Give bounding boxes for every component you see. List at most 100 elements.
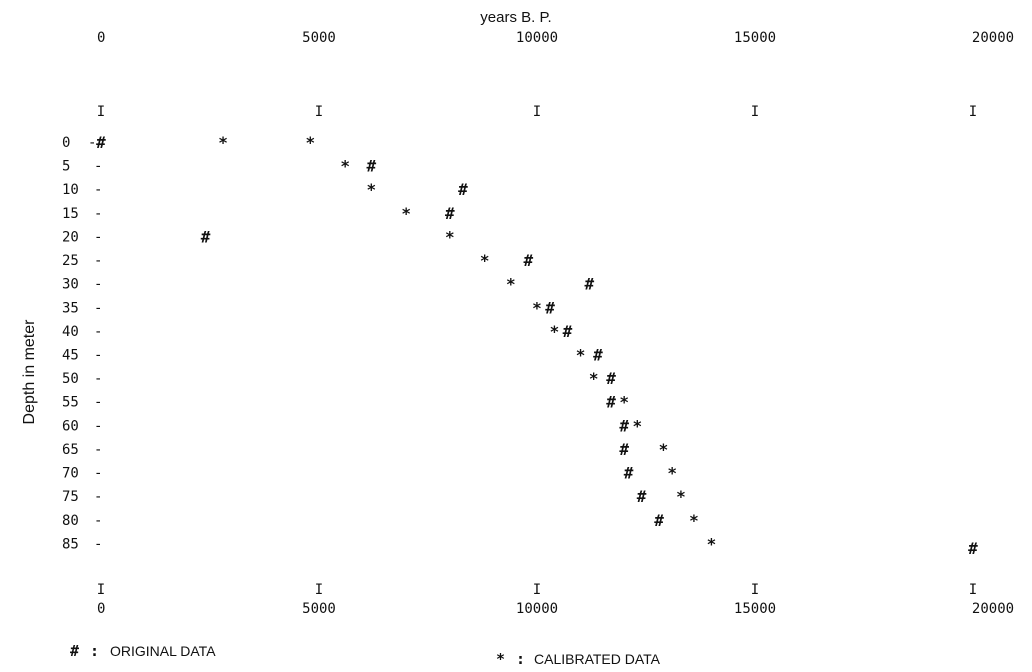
- data-point-calibrated: *: [707, 534, 717, 553]
- y-tick-label: 30: [62, 277, 79, 293]
- y-tick-label: 5: [62, 159, 70, 175]
- y-tick-label: 20: [62, 229, 79, 245]
- y-tick-label: 55: [62, 395, 79, 411]
- data-point-calibrated: *: [532, 298, 542, 317]
- data-point-calibrated: *: [340, 157, 350, 176]
- data-point-original: #: [523, 251, 533, 270]
- y-tick-mark: -: [94, 395, 102, 411]
- x-tick-label-bottom: 0: [97, 601, 105, 617]
- y-tick-label: 35: [62, 300, 79, 316]
- y-tick-label: 65: [62, 442, 79, 458]
- y-tick-mark: -: [94, 536, 102, 552]
- y-tick-label: 80: [62, 513, 79, 529]
- x-tick-mark-top: I: [969, 104, 977, 120]
- x-tick-label-top: 20000: [972, 30, 1014, 46]
- y-axis-label: Depth in meter: [21, 319, 38, 425]
- data-point-original: #: [624, 464, 634, 483]
- y-tick-mark: -: [94, 277, 102, 293]
- data-point-calibrated: *: [667, 464, 677, 483]
- legend: # : ORIGINAL DATA * : CALIBRATED DATA: [70, 642, 661, 668]
- x-tick-mark-bottom: I: [969, 582, 977, 598]
- legend-label-original: ORIGINAL DATA: [110, 643, 216, 659]
- y-tick-label: 0: [62, 135, 70, 151]
- data-point-calibrated: *: [401, 204, 411, 223]
- y-tick-mark: -: [94, 489, 102, 505]
- data-point-original: #: [968, 539, 978, 558]
- y-tick-label: 60: [62, 418, 79, 434]
- data-point-calibrated: *: [550, 322, 560, 341]
- legend-symbol-calibrated: *: [496, 650, 505, 668]
- y-tick-mark: -: [94, 513, 102, 529]
- data-point-calibrated: *: [659, 440, 669, 459]
- data-point-calibrated: *: [619, 393, 629, 412]
- data-point-calibrated: *: [589, 369, 599, 388]
- x-tick-mark-bottom: I: [751, 582, 759, 598]
- x-tick-label-bottom: 20000: [972, 601, 1014, 617]
- y-tick-label: 75: [62, 489, 79, 505]
- bottom-x-tick-labels: 0 5000 10000 15000 20000: [97, 601, 1014, 617]
- y-tick-mark: -: [94, 418, 102, 434]
- y-tick-mark: -: [94, 324, 102, 340]
- x-tick-mark-bottom: I: [97, 582, 105, 598]
- y-tick-label: 70: [62, 466, 79, 482]
- x-tick-label-top: 10000: [516, 30, 558, 46]
- data-point-original: #: [563, 322, 573, 341]
- y-tick-label: 10: [62, 182, 79, 198]
- x-tick-label-bottom: 5000: [302, 601, 336, 617]
- y-tick-mark: -: [94, 371, 102, 387]
- y-tick-label: 45: [62, 348, 79, 364]
- data-point-calibrated: *: [305, 133, 315, 152]
- legend-item-original: # : ORIGINAL DATA: [70, 642, 216, 660]
- legend-separator-calibrated: :: [516, 650, 525, 668]
- data-point-calibrated: *: [676, 487, 686, 506]
- data-point-calibrated: *: [689, 511, 699, 530]
- y-axis: 0 -5 -10 -15 -20 -25 -30 -35 -40 -45 -50 -55 -60 -65-…: [62, 135, 102, 552]
- legend-label-calibrated: CALIBRATED DATA: [534, 651, 661, 667]
- x-tick-mark-bottom: I: [533, 582, 541, 598]
- data-point-calibrated: *: [480, 251, 490, 270]
- legend-separator-original: :: [90, 642, 99, 660]
- x-tick-mark-top: I: [97, 104, 105, 120]
- data-point-original: #: [619, 440, 629, 459]
- y-tick-mark: -: [94, 229, 102, 245]
- chart-title: years B. P.: [480, 9, 551, 26]
- y-tick-label: 50: [62, 371, 79, 387]
- y-tick-mark: -: [94, 159, 102, 175]
- data-point-original: #: [619, 416, 629, 435]
- data-point-original: #: [593, 346, 603, 365]
- y-tick-mark: -: [94, 206, 102, 222]
- x-tick-mark-top: I: [533, 104, 541, 120]
- data-point-calibrated: *: [366, 180, 376, 199]
- x-tick-mark-bottom: I: [315, 582, 323, 598]
- data-point-original: #: [606, 393, 616, 412]
- y-tick-label: 15: [62, 206, 79, 222]
- data-point-original: #: [96, 133, 106, 152]
- x-tick-label-bottom: 10000: [516, 601, 558, 617]
- y-tick-mark: -: [94, 182, 102, 198]
- y-tick-mark: -: [88, 135, 96, 151]
- legend-item-calibrated: * : CALIBRATED DATA: [496, 650, 661, 668]
- data-point-original: #: [606, 369, 616, 388]
- x-tick-label-top: 0: [97, 30, 105, 46]
- y-tick-mark: -: [94, 253, 102, 269]
- x-tick-label-top: 5000: [302, 30, 336, 46]
- top-x-tick-labels: 0 5000 10000 15000 20000: [97, 30, 1014, 46]
- data-point-calibrated: *: [445, 227, 455, 246]
- data-point-original: #: [366, 157, 376, 176]
- y-tick-mark: -: [94, 300, 102, 316]
- x-tick-label-top: 15000: [734, 30, 776, 46]
- data-point-calibrated: *: [218, 133, 228, 152]
- y-tick-mark: -: [94, 466, 102, 482]
- data-point-original: #: [654, 511, 664, 530]
- y-tick-mark: -: [94, 348, 102, 364]
- data-point-original: #: [545, 298, 555, 317]
- data-point-original: #: [637, 487, 647, 506]
- legend-symbol-original: #: [70, 642, 79, 660]
- series-calibrated-data: * ******************: [218, 133, 716, 553]
- y-tick-label: 25: [62, 253, 79, 269]
- data-point-original: #: [201, 227, 211, 246]
- data-point-calibrated: *: [506, 275, 516, 294]
